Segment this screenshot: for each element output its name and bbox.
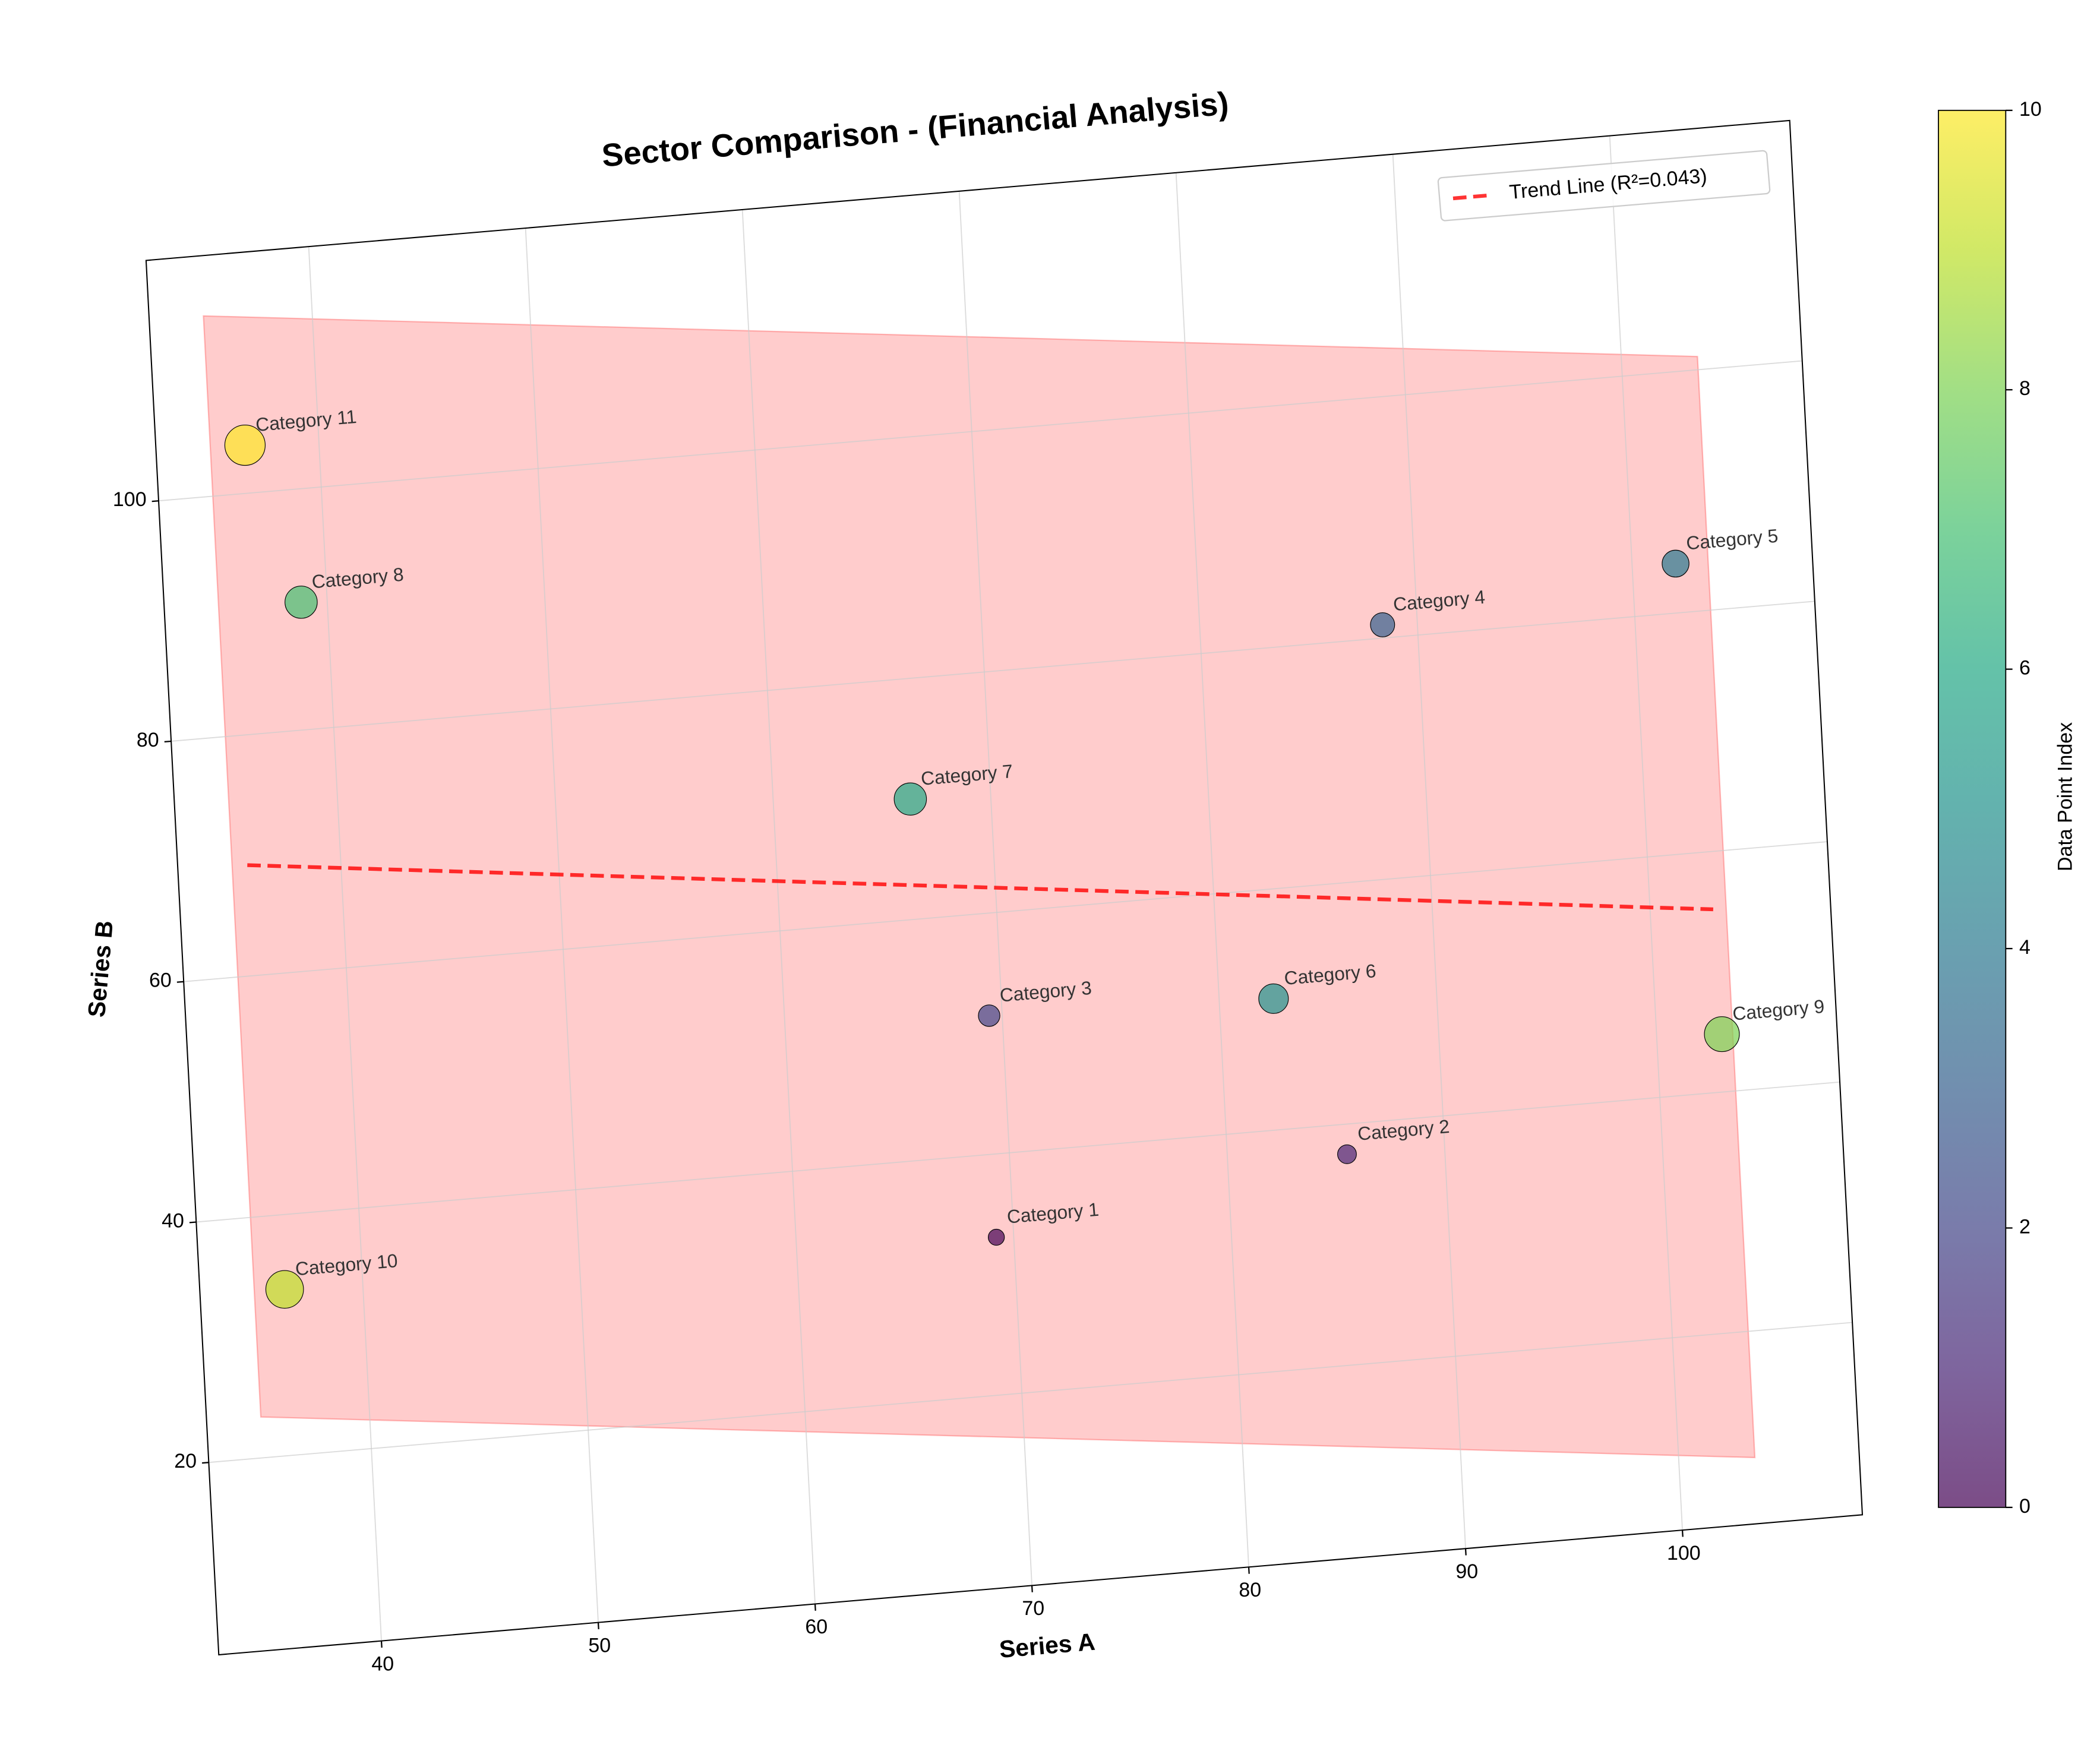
grid-line (158, 360, 1802, 502)
x-tick (597, 1622, 599, 1629)
legend: Trend Line (R²=0.043) (1437, 150, 1771, 222)
colorbar-tick-label: 4 (2019, 936, 2030, 959)
point-label: Category 9 (1732, 995, 1826, 1025)
y-axis-label: Series B (83, 919, 118, 1019)
x-tick-label: 80 (1239, 1579, 1261, 1601)
y-tick (164, 740, 172, 742)
point (1704, 1016, 1740, 1053)
colorbar-tick-label: 10 (2019, 98, 2042, 121)
grid-line (1392, 154, 1466, 1549)
axes-frame (145, 119, 1864, 1656)
point (1258, 983, 1289, 1014)
point (1370, 612, 1395, 637)
x-tick (1681, 1530, 1684, 1537)
point (978, 1004, 1000, 1027)
point (987, 1228, 1005, 1246)
point (265, 1270, 304, 1309)
colorbar-tick-label: 0 (2019, 1495, 2030, 1518)
y-tick-label: 20 (174, 1450, 197, 1472)
y-tick-label: 100 (113, 488, 147, 511)
trend-line (247, 863, 1713, 912)
grid-line (1609, 135, 1683, 1531)
point (285, 586, 318, 619)
y-tick-label: 80 (137, 729, 159, 751)
grid-layer (158, 135, 1853, 1641)
colorbar-tick-label: 6 (2019, 657, 2030, 679)
colorbar-label: Data Point Index (2054, 722, 2076, 871)
x-tick-label: 90 (1455, 1560, 1478, 1583)
grid-line (308, 246, 382, 1641)
grid-line (209, 1322, 1853, 1464)
x-tick-label: 50 (588, 1634, 611, 1657)
grid-line (171, 600, 1815, 742)
colorbar-tick-label: 2 (2019, 1215, 2030, 1238)
legend-box (1437, 150, 1771, 222)
colorbar (1938, 109, 2007, 1508)
point (1337, 1144, 1357, 1164)
y-tick-label: 40 (162, 1209, 184, 1232)
y-tick-label: 60 (149, 969, 172, 992)
x-tick (814, 1604, 816, 1611)
x-tick-label: 60 (805, 1616, 828, 1638)
y-tick (201, 1462, 209, 1464)
x-tick-label: 40 (371, 1652, 394, 1675)
x-tick-label: 100 (1667, 1542, 1701, 1564)
chart-title: Sector Comparison - (Financial Analysis) (601, 85, 1230, 173)
grid-line (184, 841, 1828, 982)
x-tick (380, 1641, 383, 1648)
legend-swatch (1452, 193, 1493, 201)
colorbar-tick-label: 8 (2019, 377, 2030, 400)
grid-line (525, 228, 599, 1623)
grid-line (196, 1081, 1840, 1223)
point (893, 782, 927, 816)
x-tick-label: 70 (1022, 1597, 1044, 1620)
grid-line (1175, 172, 1249, 1567)
x-axis-label: Series A (998, 1628, 1096, 1663)
point (1662, 549, 1690, 578)
grid-line (741, 209, 816, 1604)
point (224, 424, 266, 466)
